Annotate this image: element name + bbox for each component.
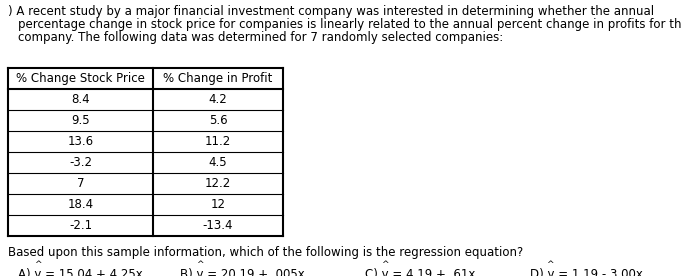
Text: company. The following data was determined for 7 randomly selected companies:: company. The following data was determin…	[18, 31, 503, 44]
Text: Based upon this sample information, which of the following is the regression equ: Based upon this sample information, whic…	[8, 246, 523, 259]
Text: 8.4: 8.4	[72, 93, 90, 106]
Text: 9.5: 9.5	[72, 114, 90, 127]
Text: ^: ^	[34, 260, 42, 269]
Text: percentage change in stock price for companies is linearly related to the annual: percentage change in stock price for com…	[18, 18, 681, 31]
Text: 12: 12	[210, 198, 225, 211]
Text: 18.4: 18.4	[67, 198, 93, 211]
Text: 12.2: 12.2	[205, 177, 231, 190]
Text: -3.2: -3.2	[69, 156, 92, 169]
Text: A) y = 15.04 + 4.25x: A) y = 15.04 + 4.25x	[18, 268, 143, 276]
Text: 7: 7	[77, 177, 84, 190]
Text: 11.2: 11.2	[205, 135, 231, 148]
Text: 4.5: 4.5	[208, 156, 227, 169]
Text: -2.1: -2.1	[69, 219, 92, 232]
Text: ) A recent study by a major financial investment company was interested in deter: ) A recent study by a major financial in…	[8, 5, 654, 18]
Text: B) y = 20.19 + .005x: B) y = 20.19 + .005x	[180, 268, 305, 276]
Text: 5.6: 5.6	[208, 114, 227, 127]
Text: ^: ^	[196, 260, 204, 269]
Text: C) y = 4.19 + .61x: C) y = 4.19 + .61x	[365, 268, 475, 276]
Text: ^: ^	[546, 260, 554, 269]
Text: 4.2: 4.2	[208, 93, 227, 106]
Text: % Change Stock Price: % Change Stock Price	[16, 72, 145, 85]
Text: % Change in Profit: % Change in Profit	[163, 72, 272, 85]
Text: -13.4: -13.4	[203, 219, 234, 232]
Text: ^: ^	[381, 260, 389, 269]
Text: D) y = 1.19 - 3.00x: D) y = 1.19 - 3.00x	[530, 268, 643, 276]
Text: 13.6: 13.6	[67, 135, 93, 148]
